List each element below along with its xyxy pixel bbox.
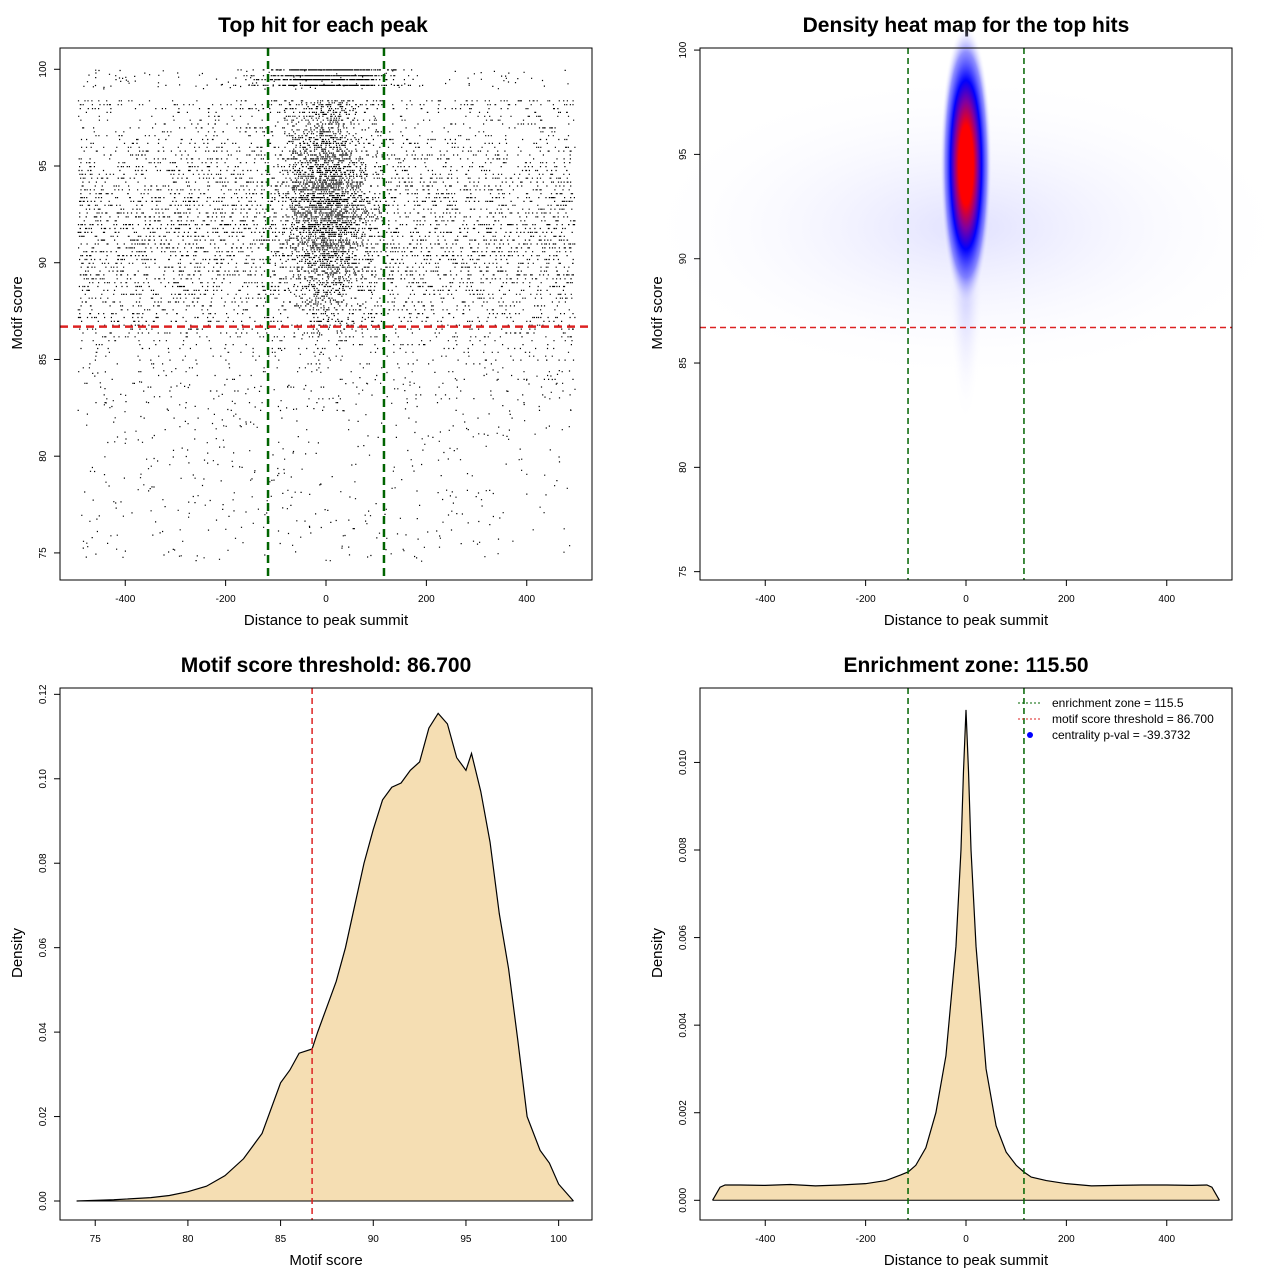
x-tick-label: 400 bbox=[1158, 1234, 1175, 1245]
y-tick-label: 0.006 bbox=[678, 925, 689, 950]
y-tick-label: 0.00 bbox=[38, 1191, 49, 1211]
y-tick-label: 100 bbox=[678, 41, 689, 58]
x-tick-label: 75 bbox=[90, 1234, 102, 1245]
y-tick-label: 100 bbox=[38, 61, 49, 78]
x-tick-label: -400 bbox=[755, 1234, 775, 1245]
y-tick-label: 0.004 bbox=[678, 1012, 689, 1037]
legend-entry-centrality: centrality p-val = -39.3732 bbox=[1052, 728, 1191, 742]
y-tick-label: 0.000 bbox=[678, 1187, 689, 1212]
y-tick-label: 0.02 bbox=[38, 1106, 49, 1126]
x-tick-label: 400 bbox=[518, 594, 535, 605]
plot-frame bbox=[699, 687, 1233, 1221]
legend: enrichment zone = 115.5 motif score thre… bbox=[1018, 696, 1214, 742]
panel-distance-density: Enrichment zone: 115.50 Distance to peak… bbox=[649, 654, 1233, 1269]
chart-title: Top hit for each peak bbox=[218, 14, 428, 37]
x-tick-label: -400 bbox=[115, 594, 135, 605]
x-axis-label: Motif score bbox=[289, 1252, 362, 1269]
x-tick-label: 0 bbox=[323, 594, 329, 605]
y-tick-label: 85 bbox=[678, 357, 689, 369]
density-heatmap bbox=[636, 24, 1280, 426]
axis-ticks: 75 80 85 90 95 100 0.00 0.02 0.04 0.06 0.08 0.10 0.1… bbox=[38, 684, 567, 1245]
y-axis-label: Motif score bbox=[9, 276, 26, 349]
axis-ticks: -400 -200 0 200 400 75 80 85 90 95 100 bbox=[38, 61, 536, 605]
y-tick-label: 0.08 bbox=[38, 853, 49, 873]
plot-frame bbox=[699, 47, 1233, 581]
chart-title: Enrichment zone: 115.50 bbox=[843, 654, 1088, 677]
x-tick-label: 90 bbox=[368, 1234, 380, 1245]
scatter-points bbox=[77, 69, 576, 562]
y-tick-label: 0.010 bbox=[678, 749, 689, 774]
y-axis-label: Motif score bbox=[649, 276, 666, 349]
x-tick-label: 400 bbox=[1158, 594, 1175, 605]
y-tick-label: 75 bbox=[678, 566, 689, 578]
x-tick-label: 200 bbox=[1058, 1234, 1075, 1245]
legend-entry-enrichment-zone: enrichment zone = 115.5 bbox=[1052, 696, 1184, 710]
chart-title: Motif score threshold: 86.700 bbox=[181, 654, 472, 677]
y-tick-label: 85 bbox=[38, 353, 49, 365]
y-axis-label: Density bbox=[9, 927, 26, 978]
x-tick-label: -400 bbox=[755, 594, 775, 605]
y-tick-label: 0.002 bbox=[678, 1100, 689, 1125]
panel-heatmap: Density heat map for the top hits Distan… bbox=[636, 14, 1280, 629]
plot-frame bbox=[59, 687, 593, 1221]
y-tick-label: 0.008 bbox=[678, 837, 689, 862]
plot-frame bbox=[59, 47, 593, 581]
density-area bbox=[76, 713, 574, 1201]
y-tick-label: 0.06 bbox=[38, 937, 49, 957]
legend-entry-motif-threshold: motif score threshold = 86.700 bbox=[1052, 712, 1214, 726]
y-tick-label: 90 bbox=[38, 257, 49, 269]
x-tick-label: 200 bbox=[1058, 594, 1075, 605]
x-axis-label: Distance to peak summit bbox=[884, 612, 1049, 629]
y-tick-label: 0.10 bbox=[38, 769, 49, 789]
x-tick-label: -200 bbox=[856, 594, 876, 605]
density-curve bbox=[76, 712, 574, 1202]
legend-swatch-centrality bbox=[1027, 732, 1033, 738]
y-tick-label: 80 bbox=[38, 450, 49, 462]
density-core bbox=[940, 24, 992, 306]
x-tick-label: 0 bbox=[963, 1234, 969, 1245]
x-axis-label: Distance to peak summit bbox=[884, 1252, 1049, 1269]
density-area bbox=[712, 709, 1220, 1201]
axis-ticks: -400 -200 0 200 400 0.000 0.002 0.004 0.006 0.008… bbox=[678, 749, 1176, 1245]
y-axis-label: Density bbox=[649, 927, 666, 978]
panel-score-density: Motif score threshold: 86.700 Motif scor… bbox=[9, 654, 593, 1269]
y-tick-label: 75 bbox=[38, 547, 49, 559]
x-tick-label: 100 bbox=[550, 1234, 567, 1245]
density-curve bbox=[712, 709, 1220, 1201]
x-tick-label: 80 bbox=[182, 1234, 194, 1245]
x-tick-label: -200 bbox=[216, 594, 236, 605]
y-tick-label: 95 bbox=[38, 160, 49, 172]
x-tick-label: -200 bbox=[856, 1234, 876, 1245]
panel-scatter: Top hit for each peak Distance to peak s… bbox=[9, 14, 593, 629]
x-tick-label: 200 bbox=[418, 594, 435, 605]
x-tick-label: 85 bbox=[275, 1234, 287, 1245]
x-axis-label: Distance to peak summit bbox=[244, 612, 409, 629]
x-tick-label: 0 bbox=[963, 594, 969, 605]
y-tick-label: 0.12 bbox=[38, 684, 49, 704]
y-tick-label: 80 bbox=[678, 461, 689, 473]
x-tick-label: 95 bbox=[460, 1234, 472, 1245]
scatter-point-cloud bbox=[77, 69, 576, 562]
y-tick-label: 0.04 bbox=[38, 1022, 49, 1042]
